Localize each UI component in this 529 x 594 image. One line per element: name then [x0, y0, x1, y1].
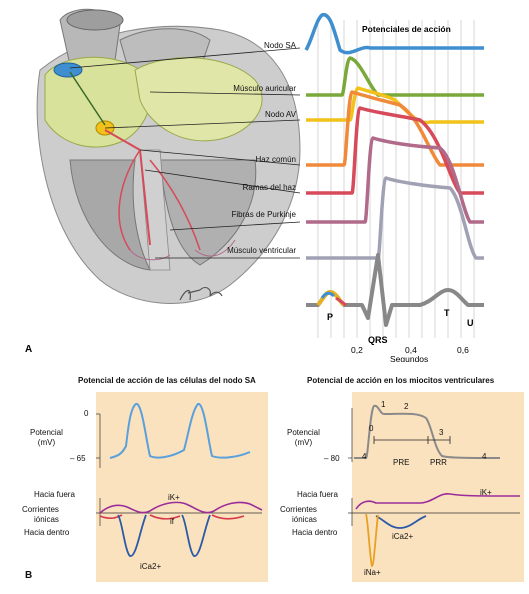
panel-a-letter: A [25, 344, 32, 355]
sa-ik-label: iK+ [168, 493, 180, 502]
leader-line [139, 149, 301, 166]
label-fibras-de-purkinje: Fibras de Purkinje [231, 210, 296, 219]
netter-signature [179, 286, 223, 301]
vent-phase-2: 2 [404, 402, 409, 411]
sa-inward-label: Hacia dentro [24, 528, 70, 537]
panel-b-labels: Potencial de acción de las células del n… [0, 370, 529, 589]
panel-b: Potencial de acción de las células del n… [0, 370, 529, 589]
sa-currents-label: Corrientes iónicas [22, 505, 59, 524]
sa-if-label: if [170, 517, 174, 526]
label-ramas-del-haz: Ramas del haz [242, 183, 296, 192]
label-nodo-sa: Nodo SA [263, 41, 296, 50]
sa-node-potential [96, 402, 251, 468]
leader-lines [69, 47, 301, 259]
vent-phase-1: 1 [381, 400, 386, 409]
vent-outward-label: Hacia fuera [297, 490, 338, 499]
vent-currents-label: Corrientes iónicas [280, 505, 317, 524]
panel-b-letter: B [25, 570, 33, 581]
trace-panel-title: Potenciales de acción [362, 24, 451, 34]
time-axis: 0,2 0,4 0,6 Segundos [351, 345, 469, 364]
panel-a-svg: P QRS T U Potenciales de acción 0,2 0,4 … [25, 0, 484, 364]
vent-phase-3: 3 [439, 428, 444, 437]
sa-node-currents [96, 498, 263, 557]
action-potential-trace [306, 106, 484, 195]
sa-y-tick-65: – 65 [70, 454, 86, 463]
ecg-qrs-label: QRS [368, 335, 388, 345]
label-musculo-auricular: Músculo auricular [233, 84, 296, 93]
time-tick: 0,2 [351, 345, 363, 355]
vent-pre-label: PRE [393, 458, 410, 467]
vent-ica-label: iCa2+ [392, 532, 414, 541]
vent-potential-label: Potencial (mV) [287, 428, 320, 447]
time-tick: 0,4 [405, 345, 417, 355]
ventricular-currents [348, 493, 521, 567]
action-potential-traces [304, 13, 484, 260]
leader-line [104, 119, 301, 129]
sa-ica-label: iCa2+ [140, 562, 162, 571]
leader-line [144, 169, 301, 194]
leader-line [169, 221, 301, 231]
label-nodo-av: Nodo AV [265, 110, 296, 119]
vent-phase-4a: 4 [362, 452, 367, 461]
panel-b-svg [96, 392, 524, 582]
heart-illustration [36, 8, 301, 304]
leader-line [149, 91, 301, 96]
action-potential-trace [306, 56, 484, 97]
time-axis-label: Segundos [390, 354, 428, 362]
vent-phase-0: 0 [369, 424, 374, 433]
vent-prr-label: PRR [430, 458, 447, 467]
vent-phase-4b: 4 [482, 452, 487, 461]
vent-inward-label: Hacia dentro [292, 528, 338, 537]
panel-a: P QRS T U Potenciales de acción 0,2 0,4 … [0, 0, 484, 364]
ecg-t-label: T [444, 308, 450, 318]
vent-ik-label: iK+ [480, 488, 492, 497]
sa-y-tick-0: 0 [84, 409, 89, 418]
ecg-p-label: P [327, 312, 333, 322]
structure-labels: Nodo SA Músculo auricular Nodo AV Haz co… [0, 0, 302, 340]
ecg-labels: P QRS T U [327, 308, 474, 345]
ecg-trace [306, 253, 484, 327]
ecg-u-label: U [467, 318, 474, 328]
vent-y-tick-80: – 80 [324, 454, 340, 463]
sa-node-title: Potencial de acción de las células del n… [78, 376, 256, 385]
action-potential-trace [306, 90, 484, 167]
sa-node-plot-area [96, 392, 268, 582]
sa-potential-label: Potencial (mV) [30, 428, 63, 447]
sa-outward-label: Hacia fuera [34, 490, 75, 499]
ventricular-potential [348, 404, 501, 462]
action-potential-trace [306, 176, 484, 260]
ventricular-title: Potencial de acción en los miocitos vent… [307, 376, 495, 385]
action-potential-trace [306, 136, 484, 224]
time-tick: 0,6 [457, 345, 469, 355]
vent-ina-label: iNa+ [364, 568, 381, 577]
label-musculo-ventricular: Músculo ventricular [227, 246, 296, 255]
trace-panel [302, 0, 484, 340]
ventricular-plot-area [352, 392, 524, 582]
action-potential-trace [304, 13, 484, 55]
label-haz-comun: Haz común [255, 155, 296, 164]
leader-line [69, 47, 301, 69]
